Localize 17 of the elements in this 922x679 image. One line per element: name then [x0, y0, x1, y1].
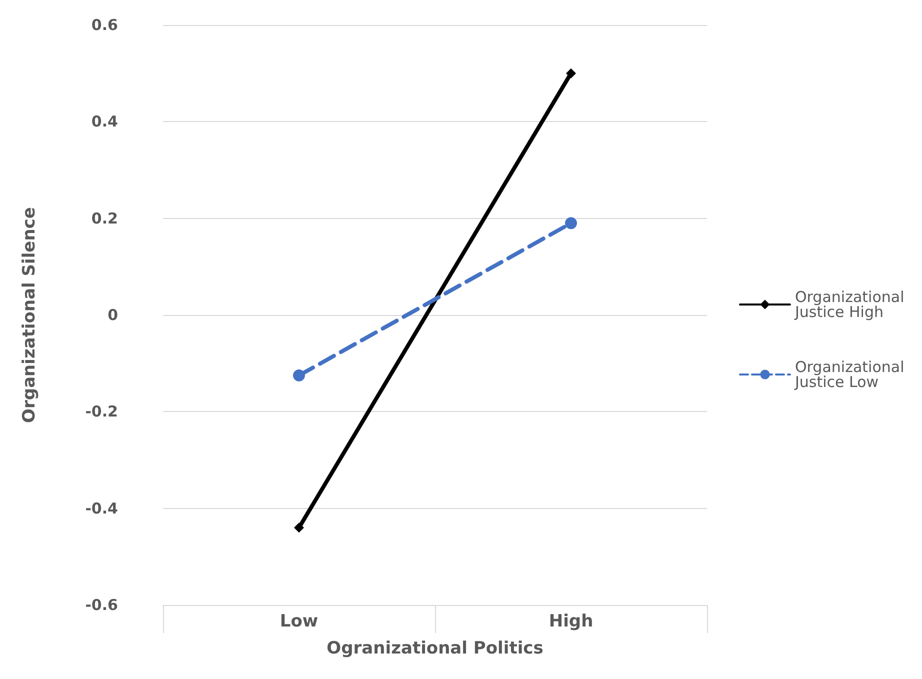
point [565, 217, 577, 230]
y-tick-label: 0 [108, 306, 118, 324]
x-axis-title: Ogranizational Politics [326, 638, 544, 658]
point [294, 522, 304, 533]
y-tick-label: 0.6 [91, 16, 118, 34]
x-tick-label: Low [280, 612, 318, 632]
y-tick-label: -0.6 [85, 596, 118, 614]
y-tick-label: 0.2 [91, 209, 118, 228]
legend-label: Organizational Justice Low [794, 358, 910, 391]
y-tick-label: 0.4 [91, 112, 118, 131]
y-tick-label: -0.4 [85, 499, 118, 518]
y-axis-title: Organizational Silence [20, 207, 40, 423]
point [293, 369, 305, 382]
point [566, 68, 576, 78]
x-tick-label: High [548, 612, 594, 632]
legend-label: Organizational Justice High [794, 288, 910, 321]
y-tick-label: -0.2 [85, 402, 118, 421]
